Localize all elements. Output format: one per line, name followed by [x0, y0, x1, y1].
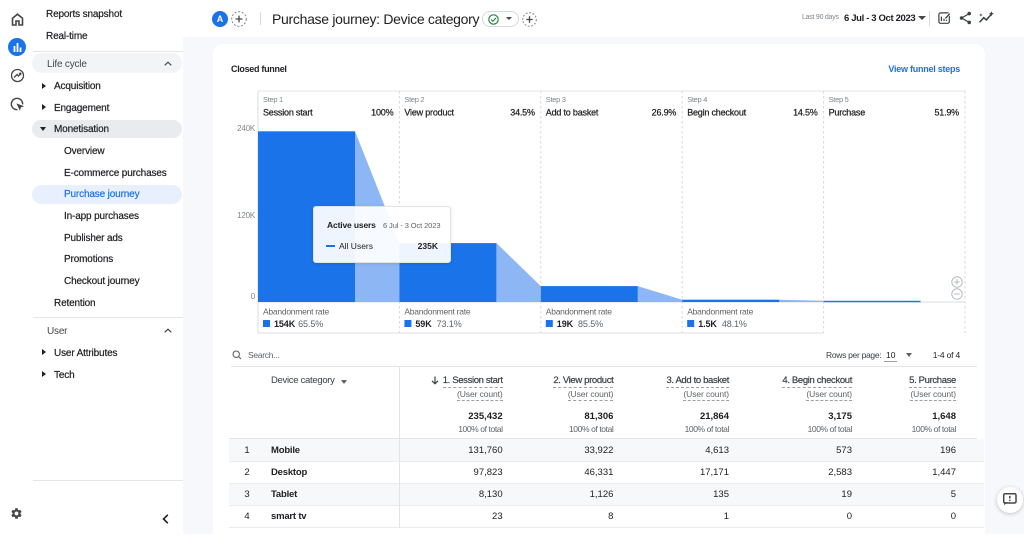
svg-text:Abandonment rate: Abandonment rate: [546, 307, 612, 317]
svg-text:120K: 120K: [237, 211, 256, 220]
svg-text:View product: View product: [404, 108, 454, 118]
svg-text:Step 3: Step 3: [546, 95, 566, 104]
svg-text:100%: 100%: [371, 108, 393, 118]
svg-text:0: 0: [251, 292, 256, 301]
svg-text:Begin checkout: Begin checkout: [687, 108, 746, 118]
svg-text:Abandonment rate: Abandonment rate: [404, 307, 470, 317]
svg-text:Session start: Session start: [263, 108, 313, 118]
svg-text:240K: 240K: [237, 124, 256, 133]
svg-text:Add to basket: Add to basket: [546, 108, 599, 118]
svg-text:Step 2: Step 2: [404, 95, 424, 104]
svg-text:51.9%: 51.9%: [934, 108, 959, 118]
svg-text:26.9%: 26.9%: [652, 108, 677, 118]
svg-text:Step 5: Step 5: [829, 95, 849, 104]
svg-text:Purchase: Purchase: [829, 108, 866, 118]
svg-text:Abandonment rate: Abandonment rate: [687, 307, 753, 317]
svg-text:Abandonment rate: Abandonment rate: [263, 307, 329, 317]
svg-text:14.5%: 14.5%: [793, 108, 818, 118]
svg-text:Step 1: Step 1: [263, 95, 283, 104]
svg-text:34.5%: 34.5%: [510, 108, 535, 118]
svg-text:Step 4: Step 4: [687, 95, 707, 104]
